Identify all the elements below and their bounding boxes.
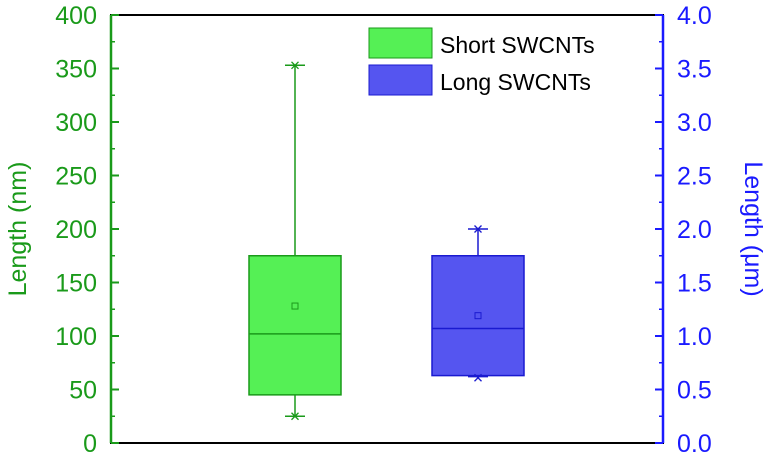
left-tick-label: 250 — [55, 163, 97, 191]
right-tick-label: 4.0 — [677, 2, 712, 30]
left-tick-label: 100 — [55, 323, 97, 351]
left-tick-label: 0 — [83, 430, 97, 455]
mean-marker — [474, 312, 482, 320]
left-tick-label: 200 — [55, 216, 97, 244]
left-tick-label: 400 — [55, 2, 97, 30]
right-axis-label: Length (μm) — [739, 161, 767, 296]
right-tick-label: 0.5 — [677, 377, 712, 405]
legend: Short SWCNTs Long SWCNTs — [368, 27, 595, 96]
right-tick-label: 2.0 — [677, 216, 712, 244]
min-marker — [291, 412, 299, 421]
left-tick-label: 150 — [55, 270, 97, 298]
box-series-group — [248, 61, 525, 421]
right-tick-label: 0.0 — [677, 430, 712, 455]
box-long-swcnts — [431, 225, 525, 382]
right-tick-label: 1.5 — [677, 270, 712, 298]
right-tick-label: 3.0 — [677, 109, 712, 137]
left-tick-label: 50 — [69, 377, 97, 405]
box-short-swcnts — [248, 61, 342, 421]
legend-label-long: Long SWCNTs — [440, 69, 591, 95]
right-tick-label: 3.5 — [677, 56, 712, 84]
legend-swatch-short — [368, 27, 433, 59]
left-tick-label: 350 — [55, 56, 97, 84]
iqr-box — [431, 255, 525, 377]
right-tick-label: 1.0 — [677, 323, 712, 351]
max-marker — [291, 61, 299, 70]
left-tick-label: 300 — [55, 109, 97, 137]
left-axis-label: Length (nm) — [4, 162, 32, 297]
legend-swatch-long — [368, 64, 433, 96]
right-axis-ticks: 0.0 0.5 1.0 1.5 2.0 2.5 3.0 3.5 4.0 — [655, 2, 712, 455]
legend-label-short: Short SWCNTs — [440, 32, 595, 58]
right-tick-label: 2.5 — [677, 163, 712, 191]
min-marker — [474, 373, 482, 382]
mean-marker — [291, 302, 299, 310]
iqr-box — [248, 255, 342, 396]
max-marker — [474, 225, 482, 233]
left-axis-ticks: 0 50 100 150 200 250 300 350 400 — [55, 2, 119, 455]
